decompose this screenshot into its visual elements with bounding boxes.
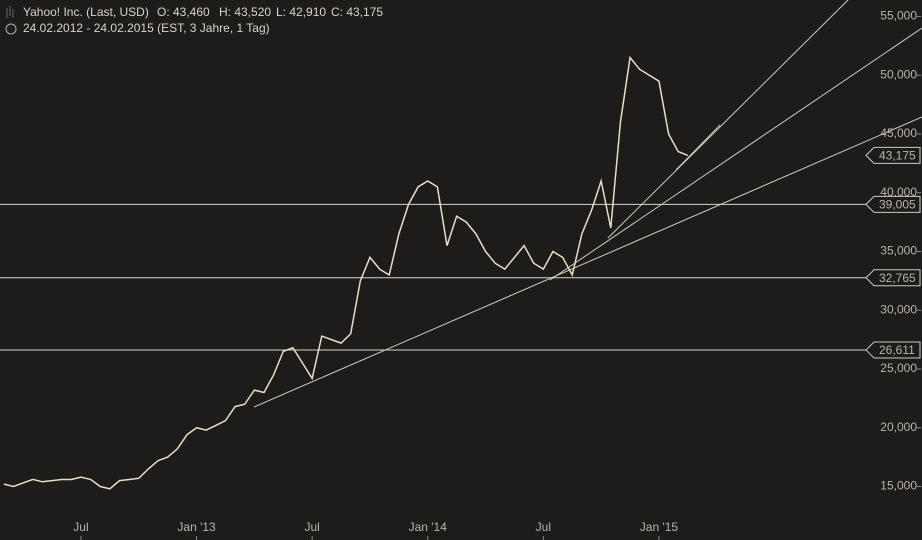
x-tick-label: Jul: [536, 520, 551, 534]
x-tick-label: Jan '15: [640, 520, 679, 534]
chart-title: Yahoo! Inc. (Last, USD): [23, 5, 149, 19]
y-tick-label: 15,000: [880, 479, 917, 493]
last-price-box: [865, 146, 921, 164]
y-tick-label: 25,000: [880, 361, 917, 375]
ohlc-low: L: 42,910: [276, 5, 326, 19]
y-tick-label: 55,000: [880, 9, 917, 23]
price-line: [3, 55, 689, 490]
level-label: 39,005: [879, 198, 916, 212]
level-label: 32,765: [879, 271, 916, 285]
y-tick-label: 30,000: [880, 302, 917, 316]
last-price-label: 43,175: [879, 149, 916, 163]
ohlc-high: H: 43,520: [219, 5, 271, 19]
chart-subtitle: 24.02.2012 - 24.02.2015 (EST, 3 Jahre, 1…: [23, 21, 270, 35]
level-box: [865, 341, 921, 359]
level-label: 26,611: [879, 343, 915, 357]
ohlc-open: O: 43,460: [157, 5, 210, 19]
trend-lines: [253, 0, 922, 408]
x-tick-label: Jan '14: [409, 520, 448, 534]
axis-icon: [6, 6, 14, 18]
x-tick-label: Jul: [73, 520, 88, 534]
x-tick-label: Jan '13: [177, 520, 216, 534]
ohlc-close: C: 43,175: [331, 5, 383, 19]
y-tick-label: 40,000: [880, 185, 917, 199]
y-tick-label: 35,000: [880, 244, 917, 258]
y-tick-label: 50,000: [880, 67, 917, 81]
level-box: [865, 195, 921, 213]
y-tick-label: 20,000: [880, 420, 917, 434]
level-box: [865, 269, 921, 287]
x-tick-label: Jul: [304, 520, 319, 534]
y-tick-label: 45,000: [880, 126, 917, 140]
clock-icon: [5, 23, 17, 35]
